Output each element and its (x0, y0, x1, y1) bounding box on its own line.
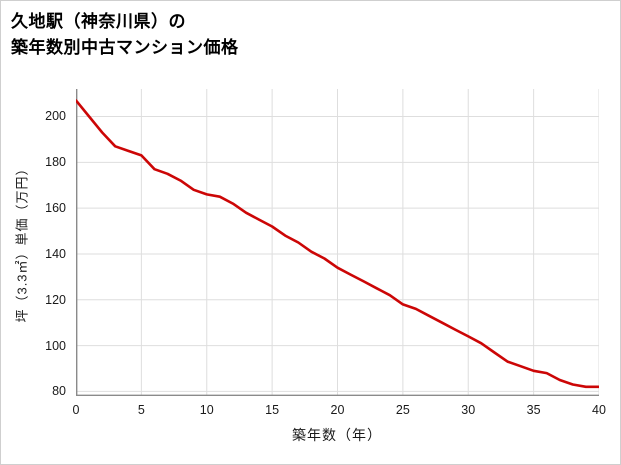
x-axis-label: 築年数（年） (292, 427, 382, 443)
y-tick-label: 200 (45, 109, 66, 124)
x-tick-label: 40 (592, 403, 606, 417)
y-tick-label: 140 (45, 246, 66, 261)
x-tick-label: 35 (526, 403, 541, 417)
x-tick-label: 25 (395, 403, 410, 417)
x-tick-label: 15 (265, 403, 280, 417)
plot-area (76, 89, 599, 396)
x-tick-label: 20 (330, 403, 345, 417)
chart-title-line2: 築年数別中古マンション価格 (11, 37, 239, 57)
chart-title-line1: 久地駅（神奈川県）の (11, 12, 186, 31)
price-line-chart (76, 89, 599, 396)
chart-title: 久地駅（神奈川県）の 築年数別中古マンション価格 (11, 9, 239, 60)
x-tick-label: 5 (137, 403, 145, 417)
y-tick-label: 180 (45, 155, 66, 170)
y-tick-label: 80 (52, 384, 66, 399)
x-tick-label: 0 (72, 403, 80, 417)
y-tick-label: 100 (45, 338, 66, 353)
y-tick-label: 160 (45, 201, 66, 216)
x-tick-label: 30 (461, 403, 476, 417)
price-series-line (76, 99, 599, 389)
x-tick-label: 10 (199, 403, 214, 417)
y-tick-label: 120 (45, 292, 66, 307)
